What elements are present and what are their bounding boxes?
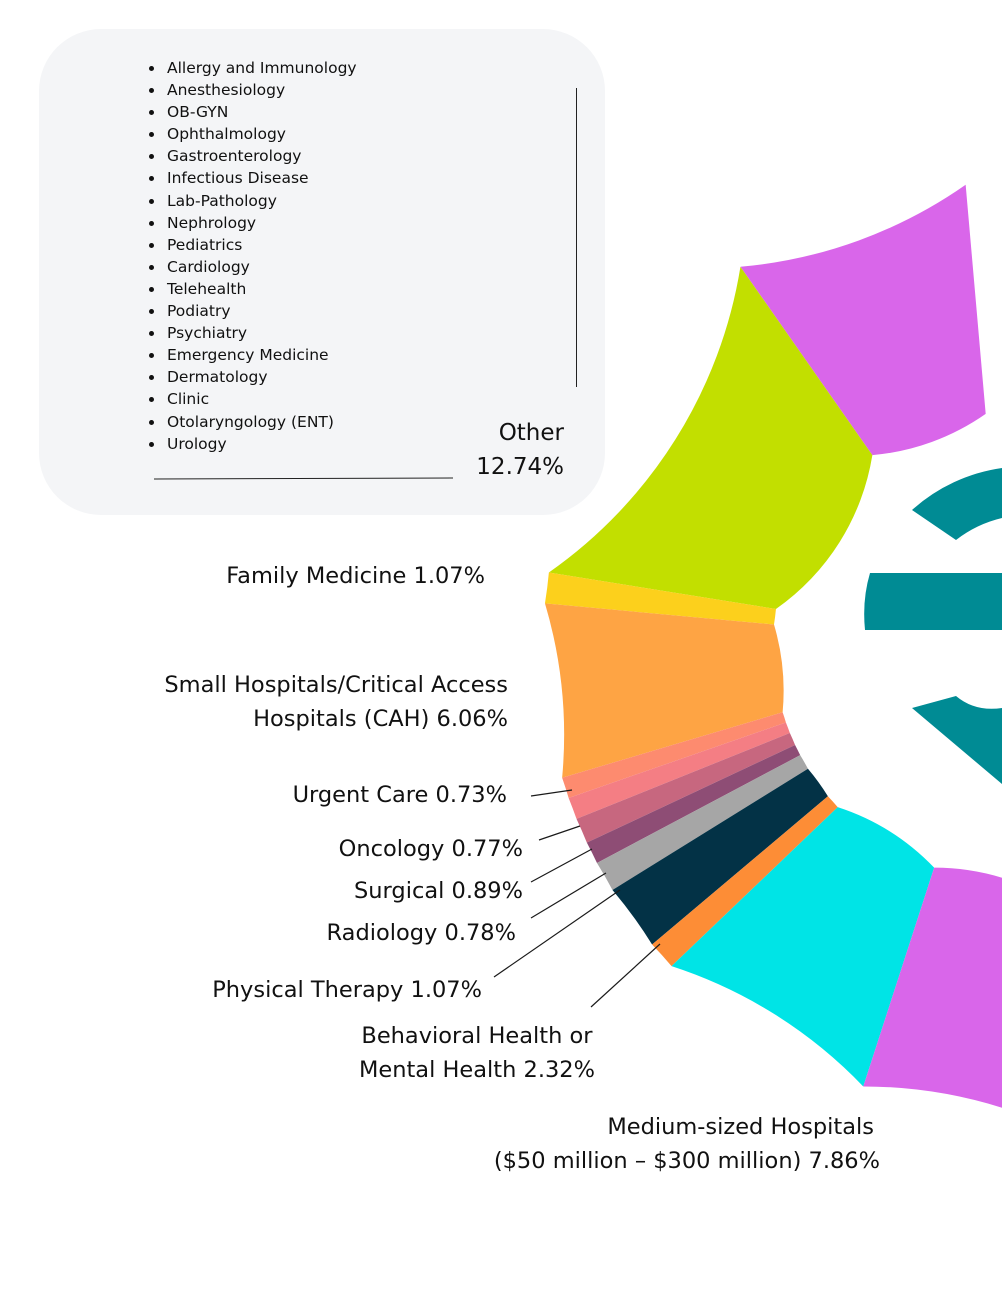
other-breakdown-item: Emergency Medicine [149,344,357,366]
slice-small-hospitals-critical-access-hospitals-cah [544,603,784,778]
slice-behavioral-health-or-mental-health [612,768,828,945]
label-radiology: Radiology 0.78% [327,916,516,950]
logo-bar [864,573,1002,630]
other-breakdown-item: Psychiatry [149,322,357,344]
slice-oncology [568,722,790,819]
other-breakdown-item: Allergy and Immunology [149,57,357,79]
other-breakdown-item: Podiatry [149,300,357,322]
slice-top [740,184,986,456]
label-urgent-care-text: Urgent Care 0.73% [292,782,507,808]
label-behavioral-health: Behavioral Health or Mental Health 2.32% [359,1019,595,1087]
other-breakdown-list: Allergy and Immunology Anesthesiology OB-G… [149,57,357,455]
slice-surgical [576,733,796,843]
label-other: Other 12.74% [476,416,564,484]
other-breakdown-item: Gastroenterology [149,145,357,167]
other-breakdown-panel: Allergy and Immunology Anesthesiology OB-G… [39,29,605,515]
other-breakdown-item: Urology [149,433,357,455]
donut-slices [544,184,1002,1108]
label-family-medicine-text: Family Medicine 1.07% [226,563,485,589]
label-oncology: Oncology 0.77% [339,832,523,866]
leader-radiology [530,872,607,919]
other-breakdown-item: Infectious Disease [149,167,357,189]
label-small-hospitals-line1: Small Hospitals/Critical Access [164,672,508,698]
other-breakdown-item: Cardiology [149,256,357,278]
leader-surgical [530,848,593,883]
slice-urgent-care [562,712,786,798]
other-breakdown-item: Clinic [149,388,357,410]
slice-bottom [863,867,1002,1108]
other-breakdown-item: OB-GYN [149,101,357,123]
label-other-value: 12.74% [476,454,564,480]
logo-arc-bottom [912,696,1002,784]
label-behavioral-health-line1: Behavioral Health or [361,1023,593,1049]
label-small-hospitals-line2: Hospitals (CAH) 6.06% [253,706,508,732]
label-family-medicine: Family Medicine 1.07% [226,559,485,593]
panel-vertical-rule [576,88,577,387]
label-urgent-care: Urgent Care 0.73% [293,778,507,812]
center-logo [864,468,1002,784]
logo-arc-top [912,468,1002,540]
other-breakdown-item: Pediatrics [149,234,357,256]
label-surgical: Surgical 0.89% [354,874,523,908]
label-other-name: Other [498,420,564,446]
other-breakdown-item: Anesthesiology [149,79,357,101]
slice-other [548,266,873,610]
other-breakdown-item: Nephrology [149,212,357,234]
slice-medium-sized-hospitals-50-million-300-million [671,807,935,1087]
other-breakdown-item: Lab-Pathology [149,190,357,212]
other-breakdown-item: Otolaryngology (ENT) [149,411,357,433]
slice-physical-therapy [596,755,808,890]
leader-oncology [538,825,581,841]
slice-unlabeled [652,796,838,967]
leader-urgent-care [530,789,573,797]
label-medium-hospitals: Medium-sized Hospitals ($50 million – $3… [494,1110,880,1178]
label-surgical-text: Surgical 0.89% [354,878,523,904]
leader-behavioral-health [590,943,661,1008]
slice-radiology [586,744,801,863]
label-physical-therapy: Physical Therapy 1.07% [212,973,482,1007]
other-breakdown-item: Ophthalmology [149,123,357,145]
other-breakdown-item: Dermatology [149,366,357,388]
label-medium-hospitals-line2: ($50 million – $300 million) 7.86% [493,1148,880,1174]
leader-physical-therapy [493,889,621,978]
label-oncology-text: Oncology 0.77% [338,836,523,862]
label-small-hospitals: Small Hospitals/Critical Access Hospital… [164,668,508,736]
label-behavioral-health-line2: Mental Health 2.32% [358,1057,595,1083]
other-breakdown-item: Telehealth [149,278,357,300]
leader-lines [493,789,661,1008]
label-physical-therapy-text: Physical Therapy 1.07% [212,977,482,1003]
label-medium-hospitals-line1: Medium-sized Hospitals [607,1114,874,1140]
slice-family-medicine [544,572,776,625]
label-radiology-text: Radiology 0.78% [326,920,516,946]
panel-horizontal-rule [153,477,454,480]
